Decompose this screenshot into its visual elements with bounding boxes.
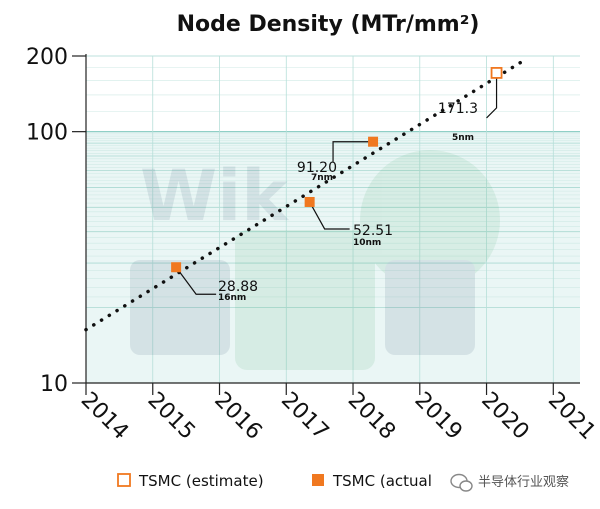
node-label: 16nm bbox=[218, 293, 246, 303]
legend-marker-estimate bbox=[117, 473, 131, 487]
y-tick-label: 10 bbox=[40, 372, 68, 397]
node-label: 10nm bbox=[353, 238, 381, 248]
watermark-text: 半导体行业观察 bbox=[478, 475, 569, 490]
data-point-estimate bbox=[490, 67, 503, 79]
data-label-leader bbox=[332, 141, 374, 162]
data-point-actual bbox=[171, 262, 182, 273]
legend-label-actual: TSMC (actual bbox=[332, 472, 432, 490]
data-value-label: 52.51 bbox=[353, 223, 393, 239]
y-tick-label: 100 bbox=[26, 121, 68, 146]
data-label-leader bbox=[309, 201, 350, 230]
svg-text:Wik: Wik bbox=[140, 155, 289, 237]
y-tick-label: 200 bbox=[26, 45, 68, 70]
data-point-actual bbox=[368, 136, 379, 147]
legend: TSMC (estimate) TSMC (actual bbox=[117, 472, 432, 490]
data-value-label: 171.3 bbox=[438, 101, 478, 117]
chart-title: Node Density (MTr/mm²) bbox=[177, 12, 480, 37]
node-label: 7nm bbox=[311, 173, 333, 183]
background-watermark: Wik bbox=[130, 150, 500, 370]
legend-marker-actual bbox=[312, 474, 324, 486]
data-label-leader bbox=[175, 266, 217, 295]
data-label-leader bbox=[486, 72, 498, 119]
wechat-icon bbox=[450, 473, 473, 492]
node-label: 5nm bbox=[452, 133, 474, 143]
plot-area bbox=[85, 55, 580, 383]
data-point-actual bbox=[304, 196, 315, 207]
legend-label-estimate: TSMC (estimate) bbox=[138, 472, 264, 490]
data-value-label: 28.88 bbox=[218, 279, 258, 295]
data-value-label: 91.20 bbox=[297, 160, 337, 176]
grid bbox=[85, 55, 580, 383]
watermark: 半导体行业观察 bbox=[450, 473, 569, 492]
